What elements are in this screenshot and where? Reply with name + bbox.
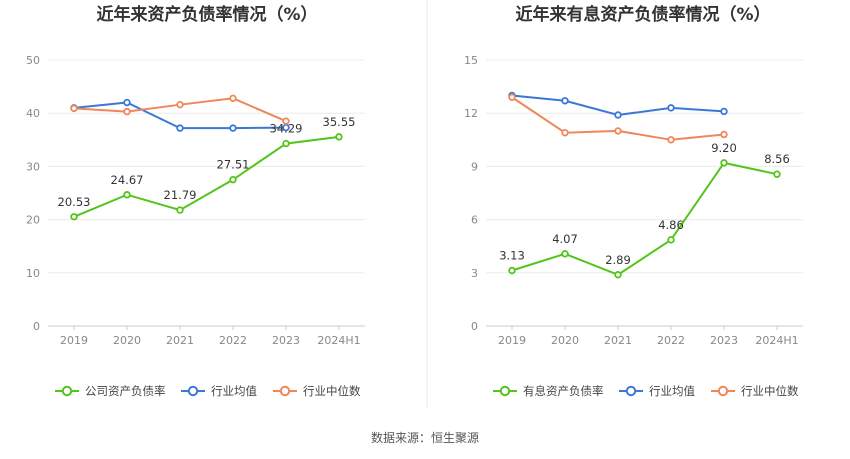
data-label: 21.79 bbox=[164, 188, 197, 202]
data-point bbox=[229, 94, 237, 103]
y-tick-label: 9 bbox=[471, 160, 478, 173]
data-point bbox=[176, 100, 184, 109]
y-tick-label: 3 bbox=[471, 267, 478, 280]
data-point bbox=[561, 97, 569, 105]
legend-label: 行业均值 bbox=[649, 384, 695, 398]
legend-item: 有息资产负债率 bbox=[493, 384, 604, 398]
y-tick-label: 0 bbox=[471, 320, 478, 333]
chart-title: 近年来资产负债率情况（%） bbox=[96, 4, 317, 25]
series-industry-median bbox=[508, 93, 728, 144]
data-point bbox=[123, 98, 131, 107]
data-point bbox=[282, 117, 290, 125]
chart-2: 近年来有息资产负债率情况（%） 0 3 6 9 12 15 2019 2020 2021 2022 2… bbox=[464, 4, 803, 398]
legend-marker bbox=[625, 385, 637, 397]
x-tick-label: 2024H1 bbox=[755, 334, 798, 347]
data-point bbox=[720, 159, 728, 167]
x-tick-label: 2020 bbox=[113, 334, 141, 347]
data-point bbox=[123, 191, 131, 199]
data-label: 34.29 bbox=[270, 122, 303, 136]
data-label: 24.67 bbox=[111, 173, 144, 187]
y-tick-label: 12 bbox=[464, 107, 478, 120]
legend-label: 公司资产负债率 bbox=[85, 384, 166, 398]
y-tick-label: 10 bbox=[26, 267, 40, 280]
x-tick-label: 2020 bbox=[551, 334, 579, 347]
x-tick-label: 2019 bbox=[60, 334, 88, 347]
x-tick-label: 2024H1 bbox=[317, 334, 360, 347]
legend-marker bbox=[717, 385, 729, 397]
data-label: 9.20 bbox=[711, 141, 737, 155]
data-point bbox=[282, 139, 290, 148]
legend-marker bbox=[187, 385, 199, 397]
data-point bbox=[335, 133, 343, 141]
data-label: 8.56 bbox=[764, 152, 790, 166]
x-tick-label: 2023 bbox=[710, 334, 738, 347]
data-point bbox=[176, 124, 184, 132]
y-tick-label: 40 bbox=[26, 107, 40, 120]
chart-1: 近年来资产负债率情况（%） 0 10 20 30 40 50 2019 2020 2021 2022… bbox=[26, 4, 365, 398]
series-company: 20.53 24.67 21.79 27.51 34.29 35.55 bbox=[58, 115, 356, 221]
x-tick-label: 2023 bbox=[272, 334, 300, 347]
x-tick-label: 2019 bbox=[498, 334, 526, 347]
data-label: 27.51 bbox=[217, 158, 250, 172]
data-label: 3.13 bbox=[499, 248, 525, 262]
data-point bbox=[614, 127, 622, 135]
data-point bbox=[720, 130, 728, 139]
data-point bbox=[667, 136, 675, 144]
data-point bbox=[508, 266, 516, 275]
legend-marker bbox=[61, 385, 73, 397]
series-company: 3.13 4.07 2.89 4.86 9.20 8.56 bbox=[499, 141, 790, 279]
y-tick-label: 6 bbox=[471, 214, 478, 227]
y-tick-label: 15 bbox=[464, 54, 478, 67]
x-tick-label: 2021 bbox=[604, 334, 632, 347]
legend-label: 行业中位数 bbox=[303, 384, 361, 398]
data-label: 4.86 bbox=[658, 218, 684, 232]
series-line bbox=[511, 161, 778, 276]
legend-marker bbox=[499, 385, 511, 397]
series-industry-mean bbox=[508, 91, 728, 119]
x-tick-label: 2021 bbox=[166, 334, 194, 347]
x-tick-label: 2022 bbox=[219, 334, 247, 347]
legend-item: 行业均值 bbox=[619, 384, 695, 398]
data-point bbox=[229, 175, 237, 184]
data-point bbox=[614, 111, 622, 119]
series-line bbox=[73, 135, 340, 218]
data-point bbox=[614, 271, 622, 279]
legend-label: 有息资产负债率 bbox=[523, 384, 604, 398]
y-tick-label: 30 bbox=[26, 160, 40, 173]
y-tick-label: 0 bbox=[33, 320, 40, 333]
data-point bbox=[773, 170, 781, 178]
legend-item: 行业均值 bbox=[181, 384, 257, 398]
data-label: 2.89 bbox=[605, 253, 631, 267]
data-point bbox=[561, 250, 569, 258]
data-label: 35.55 bbox=[323, 115, 356, 129]
data-point bbox=[667, 236, 675, 244]
x-tick-label: 2022 bbox=[657, 334, 685, 347]
data-label: 20.53 bbox=[58, 195, 91, 209]
y-tick-label: 20 bbox=[26, 214, 40, 227]
data-point bbox=[70, 213, 78, 221]
legend-label: 行业均值 bbox=[211, 384, 257, 398]
legend-marker bbox=[279, 385, 291, 397]
series-industry-median bbox=[70, 94, 290, 125]
chart-title: 近年来有息资产负债率情况（%） bbox=[515, 4, 770, 25]
legend-item: 公司资产负债率 bbox=[55, 384, 166, 398]
legend: 公司资产负债率 行业均值 行业中位数 bbox=[55, 384, 361, 398]
data-point bbox=[176, 206, 184, 214]
y-tick-label: 50 bbox=[26, 54, 40, 67]
data-point bbox=[229, 124, 237, 132]
data-source: 数据来源：恒生聚源 bbox=[371, 430, 479, 445]
legend-item: 行业中位数 bbox=[273, 384, 361, 398]
legend-label: 行业中位数 bbox=[741, 384, 799, 398]
legend: 有息资产负债率 行业均值 行业中位数 bbox=[493, 384, 799, 398]
legend-item: 行业中位数 bbox=[711, 384, 799, 398]
data-point bbox=[508, 93, 516, 101]
data-point bbox=[70, 104, 78, 113]
data-point bbox=[720, 107, 728, 116]
data-point bbox=[561, 129, 569, 137]
data-point bbox=[123, 107, 131, 116]
data-label: 4.07 bbox=[552, 232, 578, 246]
data-point bbox=[667, 104, 675, 112]
